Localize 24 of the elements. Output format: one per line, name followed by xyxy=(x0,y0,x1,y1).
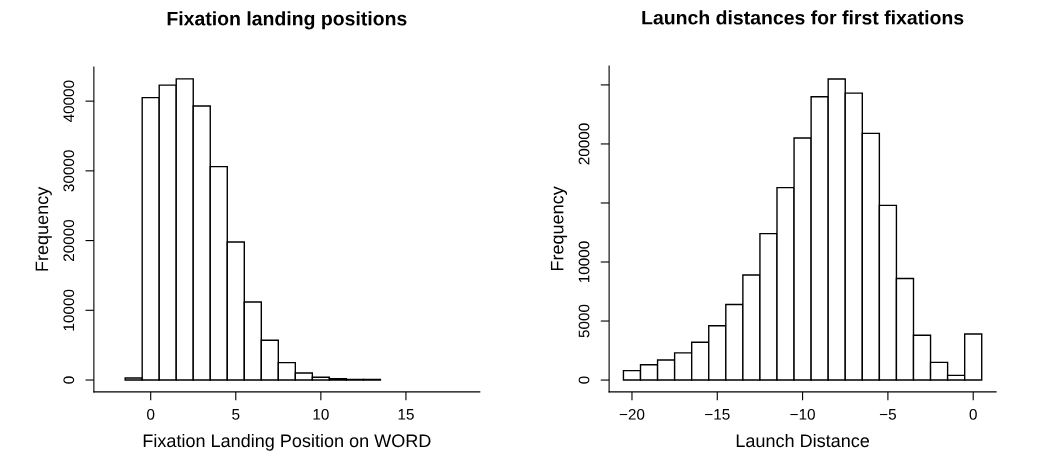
x-tick-label: 5 xyxy=(232,409,240,420)
y-tick-label: 0 xyxy=(63,376,75,384)
x-tick-label: −15 xyxy=(705,409,730,420)
y-tick-label: 10000 xyxy=(578,241,590,283)
x-axis-title: Launch Distance xyxy=(736,433,870,448)
x-axis-title: Fixation Landing Position on WORD xyxy=(143,433,431,451)
x-tick-label: 15 xyxy=(398,409,414,420)
x-tick-label: 10 xyxy=(313,408,329,420)
chart-title: Launch distances for first fixations xyxy=(642,10,964,25)
y-axis-title: Frequency xyxy=(35,186,52,271)
y-tick-label: 10000 xyxy=(63,289,75,331)
y-axis-title: Frequency xyxy=(550,186,568,271)
x-tick-label: −10 xyxy=(790,408,815,420)
y-tick-label: 5000 xyxy=(578,304,590,338)
x-tick-label: −5 xyxy=(879,409,896,420)
chart-title: Fixation landing positions xyxy=(167,11,407,30)
x-tick-label: 0 xyxy=(147,408,155,420)
y-tick-label: 20000 xyxy=(63,219,75,262)
y-tick-label: 0 xyxy=(578,376,590,384)
x-tick-label: −20 xyxy=(619,408,645,420)
y-tick-label: 30000 xyxy=(63,150,75,192)
y-tick-label: 20000 xyxy=(578,123,590,165)
y-tick-label: 40000 xyxy=(63,80,75,123)
x-tick-label: 0 xyxy=(969,408,977,420)
